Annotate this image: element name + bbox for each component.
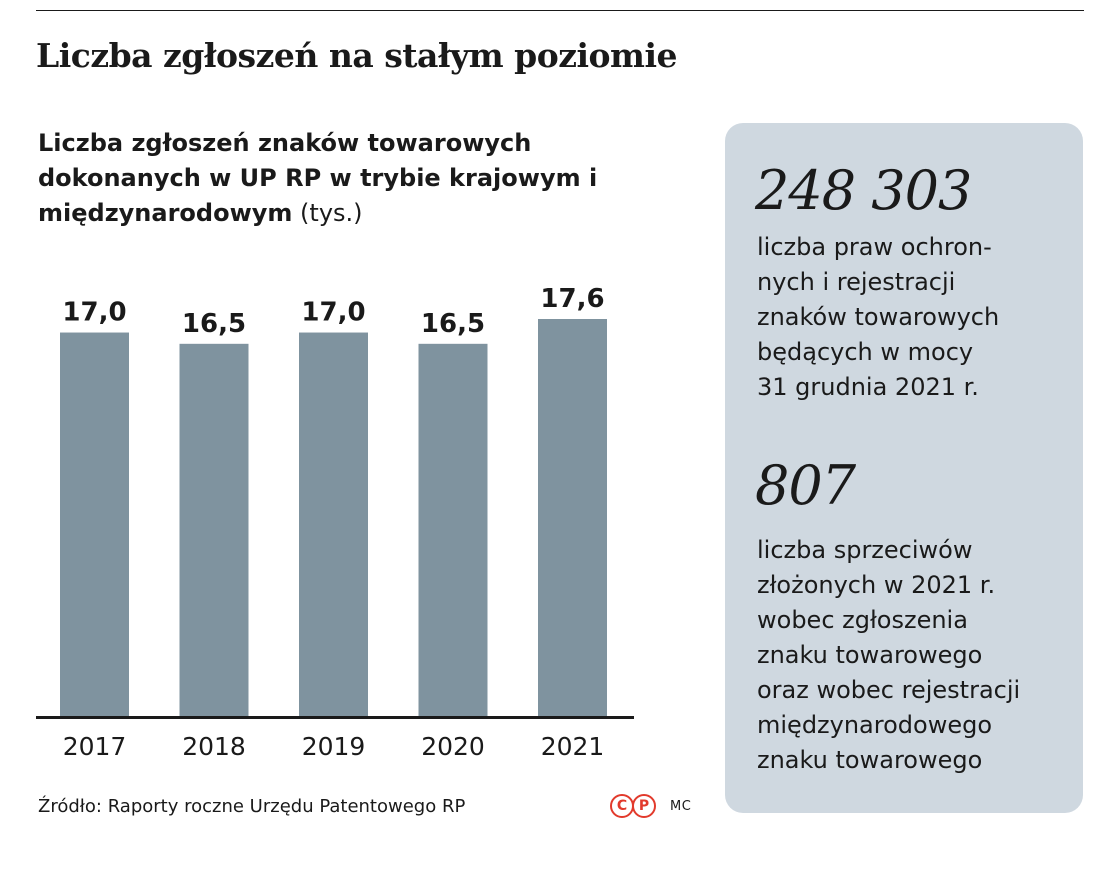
stat-description-rights: liczba praw ochron- nych i rejestracji z… — [757, 233, 1000, 401]
x-tick-2021: 2021 — [541, 732, 605, 761]
stat-number-rights: 248 303 — [755, 159, 972, 222]
copyright-c-icon: C — [610, 794, 634, 818]
headline: Liczba zgłoszeń na stałym poziomie — [36, 36, 678, 75]
x-tick-2020: 2020 — [421, 732, 485, 761]
author-initials: MC — [670, 799, 692, 814]
copyright-p-icon: P — [632, 794, 656, 818]
source-note: Źródło: Raporty roczne Urzędu Patentoweg… — [38, 796, 466, 817]
top-rule — [36, 10, 1084, 11]
value-label-2017: 17,0 — [62, 298, 126, 328]
value-label-2019: 17,0 — [301, 298, 365, 328]
bar-2018 — [179, 343, 249, 716]
x-tick-2018: 2018 — [182, 732, 246, 761]
bar-2020 — [418, 343, 488, 716]
bar-2021 — [538, 319, 607, 716]
stat-number-objections: 807 — [755, 454, 856, 517]
x-tick-2017: 2017 — [63, 732, 127, 761]
stats-panel: 248 303 liczba praw ochron- nych i rejes… — [725, 123, 1083, 813]
value-label-2020: 16,5 — [421, 309, 485, 339]
value-label-2021: 17,6 — [540, 284, 604, 314]
x-tick-2019: 2019 — [302, 732, 366, 761]
chart-title: Liczba zgłoszeń znaków towarowych dokona… — [38, 126, 678, 231]
chart-title-text: Liczba zgłoszeń znaków towarowych dokona… — [38, 129, 598, 227]
copyright-icons: C P — [610, 794, 660, 820]
stat-description-objections: liczba sprzeciwów złożonych w 2021 r. wo… — [757, 536, 1021, 774]
bar-2017 — [60, 332, 129, 716]
bar-2019 — [299, 332, 368, 716]
value-label-2018: 16,5 — [182, 309, 246, 339]
chart-title-unit: (tys.) — [300, 199, 363, 227]
